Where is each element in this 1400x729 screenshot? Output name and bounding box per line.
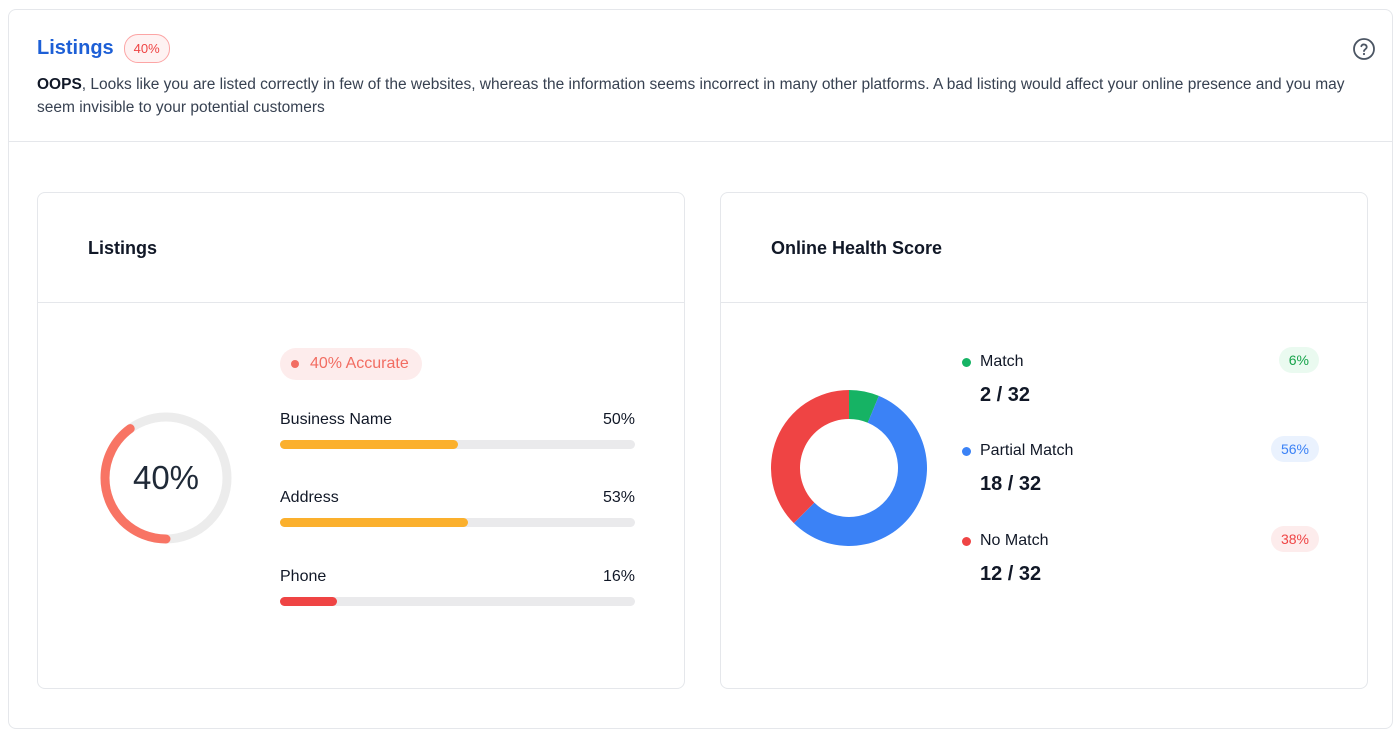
phone-label: Phone (280, 568, 327, 585)
listings-card-title: Listings (88, 238, 158, 258)
title-row: Listings 40% (37, 34, 170, 63)
health-card-title: Online Health Score (771, 238, 943, 258)
partial-match-dot (962, 446, 971, 456)
partial-match-pct-badge: 56% (1270, 436, 1319, 462)
health-donut-chart (771, 390, 927, 546)
legend-item-no-match: No Match 38% 12 / 32 (962, 526, 1319, 586)
no-match-dot (962, 536, 971, 546)
business-name-progress-fill (280, 440, 458, 449)
match-dot (962, 357, 971, 367)
status-description: OOPS, Looks like you are listed correctl… (37, 73, 1367, 119)
partial-match-label: Partial Match (980, 442, 1074, 459)
listings-card: Listings 40% 40% Accurate Business Name … (37, 192, 685, 689)
accuracy-gauge (100, 412, 232, 544)
health-score-card: Online Health Score Match 6% 2 / 32 Part… (720, 192, 1368, 689)
page-title: Listings (37, 37, 114, 59)
accuracy-badge: 40% Accurate (280, 348, 422, 380)
match-pct-badge: 6% (1278, 347, 1319, 373)
listings-panel: Listings 40% OOPS, Looks like you are li… (8, 9, 1393, 729)
partial-match-value: 18 / 32 (980, 473, 1042, 495)
legend-item-match: Match 6% 2 / 32 (962, 347, 1319, 407)
donut-slice-no-match (771, 390, 849, 524)
phone-row: Phone 16% (280, 568, 635, 606)
address-pct: 53% (602, 489, 635, 506)
phone-progress (280, 597, 635, 606)
business-name-row: Business Name 50% (280, 411, 635, 449)
no-match-pct-badge: 38% (1270, 526, 1319, 552)
match-label: Match (980, 353, 1024, 370)
question-circle-icon[interactable] (1352, 37, 1376, 61)
legend-item-partial-match: Partial Match 56% 18 / 32 (962, 436, 1319, 496)
description-emphasis: OOPS (37, 76, 82, 93)
match-value: 2 / 32 (980, 384, 1031, 406)
description-text: , Looks like you are listed correctly in… (37, 76, 1345, 116)
no-match-value: 12 / 32 (980, 563, 1042, 585)
address-label: Address (280, 489, 339, 506)
score-badge: 40% (123, 34, 170, 63)
accuracy-badge-label: 40% Accurate (310, 355, 409, 372)
accuracy-gauge-arc (100, 412, 232, 544)
phone-progress-fill (280, 597, 337, 606)
business-name-label: Business Name (280, 411, 393, 428)
donut-slice-partial-match (793, 395, 927, 546)
business-name-pct: 50% (602, 411, 635, 428)
address-progress (280, 518, 635, 527)
listings-card-header: Listings (38, 193, 684, 303)
phone-pct: 16% (602, 568, 635, 585)
health-card-header: Online Health Score (721, 193, 1367, 303)
no-match-label: No Match (980, 532, 1049, 549)
address-progress-fill (280, 518, 469, 527)
address-row: Address 53% (280, 489, 635, 527)
accuracy-gauge-label: 40% (132, 459, 200, 496)
panel-header: Listings 40% OOPS, Looks like you are li… (9, 10, 1392, 142)
accuracy-dot (291, 360, 299, 368)
donut-slice-match (849, 390, 879, 423)
business-name-progress (280, 440, 635, 449)
